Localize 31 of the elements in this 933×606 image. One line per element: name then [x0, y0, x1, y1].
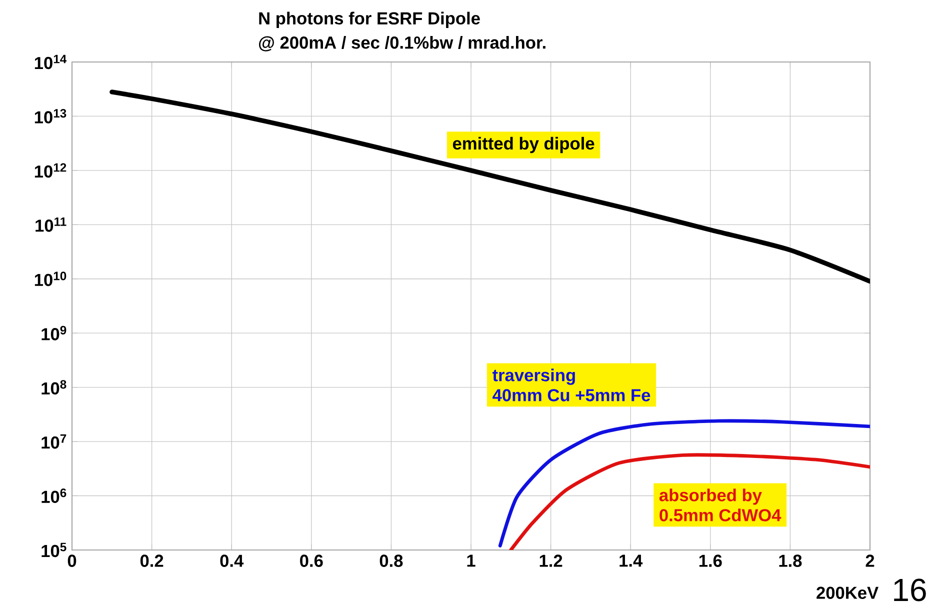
y-tick-label: 10$^{9}$	[42, 326, 66, 340]
y-tick-label: 10$^{14}$	[34, 54, 67, 70]
y-tick-label: 10$^{12}$	[34, 163, 66, 178]
y-tick-label: 10$^{6}$	[42, 488, 66, 503]
y-tick-label: 10$^{8}$	[42, 380, 66, 395]
annotation: emitted by dipole	[452, 136, 594, 154]
x-tick-label: 1	[467, 554, 476, 567]
x-axis-title: 200KeV	[816, 586, 878, 599]
y-tick-label: 10$^{5}$	[42, 542, 66, 558]
line-series	[509, 453, 870, 550]
chart-subtitle: @ 200mA / sec /0.1%bw / mrad.hor.	[259, 36, 546, 52]
annotation: absorbed by 0.5mm CdWO4	[659, 488, 782, 522]
y-tick-label: 10$^{7}$	[42, 434, 66, 449]
x-tick-label: 1.6	[699, 554, 722, 567]
chart-title: N photons for ESRF Dipole	[259, 12, 480, 28]
x-tick-label: 0.8	[380, 554, 403, 567]
y-tick-label: 10$^{11}$	[36, 218, 66, 232]
x-tick-label: 1.8	[779, 554, 802, 567]
y-tick-label: 10$^{10}$	[34, 272, 66, 286]
x-tick-label: 0.4	[220, 554, 244, 567]
text: 16	[894, 578, 926, 602]
x-tick-label: 1.4	[620, 554, 643, 567]
y-tick-label: 10$^{13}$	[34, 108, 66, 124]
line-series	[498, 419, 870, 548]
x-tick-label: 0.6	[300, 554, 323, 567]
x-tick-label: 1.2	[540, 554, 562, 567]
x-tick-label: 0	[68, 554, 76, 567]
x-tick-label: 0.2	[140, 554, 164, 567]
line-series	[110, 90, 870, 284]
annotation: traversing 40mm Cu +5mm Fe	[492, 368, 650, 402]
x-tick-label: 2	[866, 554, 874, 567]
